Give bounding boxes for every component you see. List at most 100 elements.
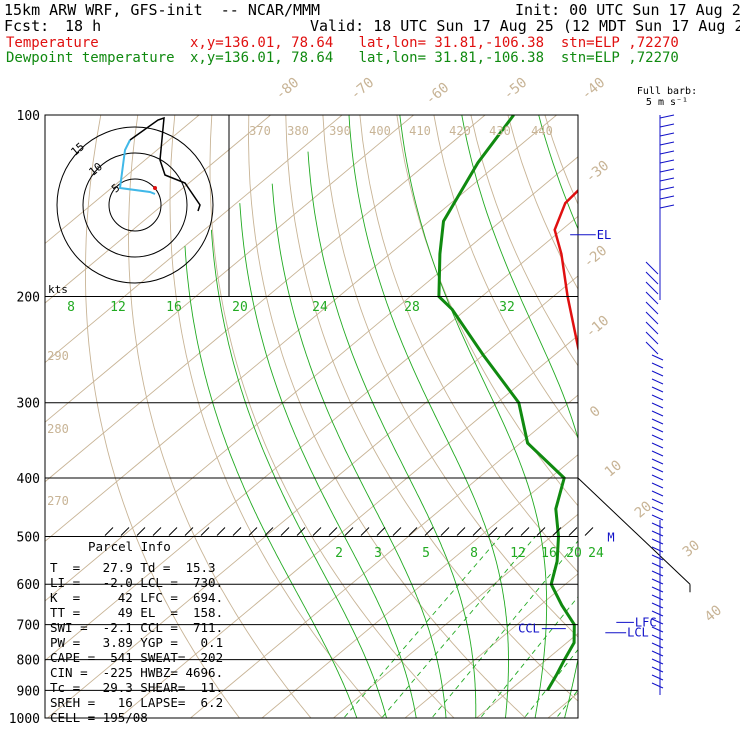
hatch-mark xyxy=(584,527,594,536)
parcel-row: CIN = -225 HWBZ= 4696. xyxy=(50,665,224,680)
moist-adiabat xyxy=(239,203,417,718)
theta-label: 380 xyxy=(287,124,309,138)
forecast-hour: 18 h xyxy=(65,17,102,35)
moist-adiabat-label: 12 xyxy=(110,300,126,315)
hodograph-ring xyxy=(108,178,162,232)
level-marker: M xyxy=(607,530,614,544)
moist-adiabat xyxy=(399,115,548,718)
dry-adiabat xyxy=(285,115,578,702)
barb-legend-line1: Full barb: xyxy=(636,86,698,97)
parcel-info-title: Parcel Info xyxy=(88,539,171,554)
hatch-mark xyxy=(232,527,242,536)
mixing-ratio-line xyxy=(555,689,578,718)
isotherm-line xyxy=(604,115,740,731)
level-marker: EL xyxy=(597,228,611,242)
isotherm-line xyxy=(45,115,414,423)
wind-barb xyxy=(651,490,664,497)
wind-barb xyxy=(645,291,659,305)
plot-lines xyxy=(45,115,740,731)
pressure-label: 200 xyxy=(17,291,40,306)
hatch-mark xyxy=(360,527,370,536)
mixing-ratio-label: 3 xyxy=(374,546,382,561)
dry-adiabat xyxy=(470,115,578,367)
pressure-label: 600 xyxy=(17,578,40,593)
wind-barb xyxy=(659,150,675,155)
theta-label: 420 xyxy=(449,124,471,138)
wind-barb xyxy=(645,311,659,325)
hatch-mark xyxy=(376,527,386,536)
dry-adiabat xyxy=(359,115,578,573)
isotherm-label: -50 xyxy=(501,75,531,104)
wind-barb xyxy=(651,506,664,513)
dry-adiabat xyxy=(433,115,578,439)
wind-barb xyxy=(651,394,664,401)
mixing-ratio-label: 12 xyxy=(510,546,526,561)
theta-label: 410 xyxy=(409,124,431,138)
pressure-label: 400 xyxy=(17,472,40,487)
wind-barb xyxy=(651,642,664,649)
wind-barb xyxy=(651,538,664,545)
hatch-mark xyxy=(216,527,226,536)
isotherm-line xyxy=(676,115,740,731)
parcel-row: T = 27.9 Td = 15.3 xyxy=(50,560,216,575)
wind-barb xyxy=(659,168,675,173)
hatch-mark xyxy=(536,527,546,536)
init-time: Init: 00 UTC Sun 17 Aug 25 xyxy=(515,1,740,19)
mixing-ratio-label: 20 xyxy=(566,546,582,561)
hatch-mark xyxy=(488,527,498,536)
mixing-ratio-line xyxy=(343,536,501,718)
wind-barb xyxy=(651,530,664,537)
pressure-label: 100 xyxy=(17,109,40,124)
wind-barb xyxy=(651,442,664,449)
wind-barb xyxy=(651,426,664,433)
temperature-trace xyxy=(553,188,578,353)
forecast-label: Fcst: xyxy=(4,17,50,35)
isotherm-line xyxy=(45,115,486,483)
parcel-row: PW = 3.89 YGP = 0.1 xyxy=(50,635,224,650)
isotherm-label: 30 xyxy=(680,537,703,560)
wind-barb xyxy=(659,141,675,146)
theta-label: 270 xyxy=(47,494,69,508)
hodograph-low-trace xyxy=(118,139,156,195)
theta-label: 370 xyxy=(249,124,271,138)
wind-barb xyxy=(645,301,659,315)
barb-legend: Full barb: 5 m s⁻¹ xyxy=(632,86,702,108)
wind-barb xyxy=(645,321,659,335)
dry-adiabat xyxy=(248,115,527,718)
pressure-label: 500 xyxy=(17,530,40,545)
parcel-row: LI = -2.0 LCL = 730. xyxy=(50,575,224,590)
dry-adiabat xyxy=(209,115,455,718)
hatch-mark xyxy=(184,527,194,536)
wind-barb xyxy=(645,341,659,355)
level-marker: CCL xyxy=(518,622,540,636)
hatch-mark xyxy=(504,527,514,536)
wind-barb xyxy=(651,602,664,609)
wind-barb xyxy=(659,114,675,119)
wind-barb xyxy=(659,195,675,200)
wind-barb xyxy=(659,132,675,137)
isotherm-label: -40 xyxy=(579,75,609,104)
hatch-mark xyxy=(248,527,258,536)
isotherm-line xyxy=(45,215,578,662)
pressure-label: 300 xyxy=(17,397,40,412)
wind-barb xyxy=(651,418,664,425)
wind-barb xyxy=(651,410,664,417)
isotherm-line xyxy=(404,573,578,718)
theta-label: 280 xyxy=(47,422,69,436)
wind-barb xyxy=(651,498,664,505)
hodograph-point xyxy=(153,186,157,190)
level-marker: LCL xyxy=(627,626,649,640)
dry-adiabat xyxy=(85,115,241,718)
moist-adiabat xyxy=(461,115,578,718)
wind-barb xyxy=(651,466,664,473)
isotherm-label: -10 xyxy=(583,313,613,342)
mixing-ratio-label: 24 xyxy=(588,546,604,561)
wind-barb xyxy=(651,354,664,361)
wind-barb xyxy=(659,123,675,128)
hatch-mark xyxy=(552,527,562,536)
wind-barb xyxy=(651,450,664,457)
mixing-ratio-label: 5 xyxy=(422,546,430,561)
barb-legend-line2: 5 m s⁻¹ xyxy=(645,97,689,108)
wind-barb xyxy=(651,522,664,529)
